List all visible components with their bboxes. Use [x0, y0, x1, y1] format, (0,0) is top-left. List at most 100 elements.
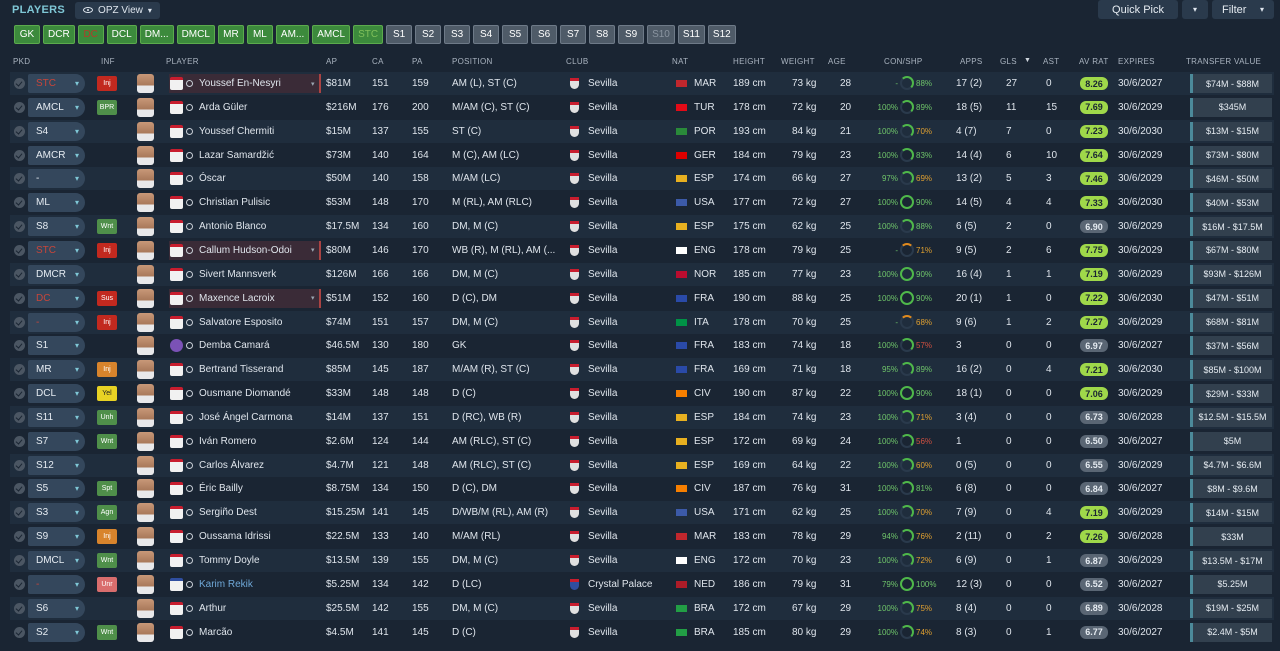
avatar[interactable]	[137, 574, 154, 594]
col-inf[interactable]: INF	[101, 57, 115, 66]
position-tab[interactable]: S3	[444, 25, 471, 44]
club-name[interactable]: Sevilla	[588, 364, 618, 376]
chevron-down-icon[interactable]: ▾	[311, 295, 315, 303]
club-name[interactable]: Sevilla	[588, 173, 618, 185]
player-name[interactable]: Salvatore Esposito	[199, 316, 283, 328]
avatar[interactable]	[137, 551, 154, 570]
club-name[interactable]: Sevilla	[588, 101, 618, 113]
table-row[interactable]: S1 ▾ Demba Camará $46.5M 130 180 GK Sevilla FRA 1…	[10, 334, 1274, 358]
club-name[interactable]: Crystal Palace	[588, 578, 653, 590]
pick-checkbox[interactable]	[14, 149, 25, 161]
pkd-selector[interactable]: DCL ▾	[28, 384, 85, 404]
col-conshp[interactable]: CON/SHP	[884, 57, 923, 66]
table-row[interactable]: S11 ▾ Unh José Ángel Carmona $14M 137 151 D (RC…	[10, 405, 1274, 429]
pkd-selector[interactable]: ML ▾	[28, 193, 85, 213]
col-pa[interactable]: PA	[412, 57, 423, 66]
club-name[interactable]: Sevilla	[588, 197, 618, 209]
avatar[interactable]	[137, 431, 154, 451]
player-name[interactable]: Karim Rekik	[199, 578, 253, 590]
pick-checkbox[interactable]	[14, 483, 25, 495]
col-transfer-value[interactable]: TRANSFER VALUE	[1186, 57, 1262, 66]
avatar[interactable]	[137, 121, 154, 141]
pick-checkbox[interactable]	[14, 388, 25, 400]
pkd-selector[interactable]: S12 ▾	[28, 455, 85, 475]
pick-checkbox[interactable]	[14, 101, 25, 113]
position-tab[interactable]: STC	[353, 25, 384, 44]
table-row[interactable]: DC ▾ Sus Maxence Lacroix ▾ $51M 152 160 D (C), D…	[10, 286, 1274, 310]
avatar[interactable]	[137, 288, 154, 308]
pick-checkbox[interactable]	[14, 435, 25, 447]
position-tab[interactable]: S1	[386, 25, 413, 44]
table-row[interactable]: S2 ▾ Wnt Marcão $4.5M 141 145 D (C) Sevilla BRA 18…	[10, 620, 1274, 644]
player-name[interactable]: Tommy Doyle	[199, 555, 260, 566]
status-badge[interactable]: Wnt	[97, 433, 117, 449]
player-name[interactable]: Iván Romero	[199, 435, 257, 447]
club-name[interactable]: Sevilla	[588, 507, 618, 519]
pkd-selector[interactable]: DMCR ▾	[28, 264, 85, 284]
status-badge[interactable]: BPR	[97, 99, 117, 115]
table-row[interactable]: MR ▾ Inj Bertrand Tisserand $85M 145 187 M/AM (…	[10, 358, 1274, 382]
table-row[interactable]: S7 ▾ Wnt Iván Romero $2.6M 124 144 AM (RLC), ST…	[10, 429, 1274, 453]
player-name[interactable]: Sergiño Dest	[199, 507, 257, 519]
pkd-selector[interactable]: - ▾	[28, 312, 85, 332]
pick-checkbox[interactable]	[14, 411, 25, 423]
col-ca[interactable]: CA	[372, 57, 384, 66]
position-tab[interactable]: GK	[14, 25, 40, 44]
player-name[interactable]: Christian Pulisic	[199, 197, 271, 209]
player-name[interactable]: Oussama Idrissi	[199, 531, 271, 543]
col-nat[interactable]: NAT	[672, 57, 689, 66]
pkd-selector[interactable]: S2 ▾	[28, 622, 85, 642]
pick-checkbox[interactable]	[14, 316, 25, 328]
view-selector[interactable]: OPZ View ▾	[75, 1, 160, 19]
player-name[interactable]: Ousmane Diomandé	[199, 388, 291, 400]
col-age[interactable]: AGE	[828, 57, 846, 66]
player-name[interactable]: Youssef Chermiti	[199, 125, 275, 137]
avatar[interactable]	[137, 598, 154, 618]
avatar[interactable]	[137, 503, 154, 523]
avatar[interactable]	[137, 74, 154, 93]
col-gls[interactable]: GLS	[1000, 57, 1017, 66]
pick-checkbox[interactable]	[14, 197, 25, 209]
table-row[interactable]: DMCL ▾ Wnt Tommy Doyle $13.5M 139 155 DM, M (C)…	[10, 549, 1274, 572]
pick-checkbox[interactable]	[14, 292, 25, 304]
position-tab[interactable]: ML	[246, 25, 273, 44]
avatar[interactable]	[137, 455, 154, 475]
avatar[interactable]	[137, 264, 154, 284]
player-name[interactable]: Óscar	[199, 173, 226, 185]
pkd-selector[interactable]: S11 ▾	[28, 407, 85, 427]
table-row[interactable]: STC ▾ Inj Youssef En-Nesyri ▾ $81M 151 159 AM (L…	[10, 72, 1274, 95]
position-tab[interactable]: S12	[707, 25, 736, 44]
table-row[interactable]: STC ▾ Inj Callum Hudson-Odoi ▾ $80M 146 170 WB (…	[10, 238, 1274, 262]
col-player[interactable]: PLAYER	[166, 57, 199, 66]
club-name[interactable]: Sevilla	[588, 411, 618, 423]
filter-button[interactable]: Filter ▾	[1212, 0, 1274, 19]
player-name[interactable]: Youssef En-Nesyri	[199, 78, 281, 89]
table-row[interactable]: S4 ▾ Youssef Chermiti $15M 137 155 ST (C) Sevil…	[10, 119, 1274, 143]
status-badge[interactable]: Inj	[97, 314, 117, 330]
status-badge[interactable]: Wnt	[97, 219, 117, 235]
position-tab[interactable]: DM...	[139, 25, 174, 44]
status-badge[interactable]: Spt	[97, 481, 117, 497]
club-name[interactable]: Sevilla	[588, 602, 618, 614]
club-name[interactable]: Sevilla	[588, 221, 618, 233]
club-name[interactable]: Sevilla	[588, 244, 618, 256]
pkd-selector[interactable]: STC ▾	[28, 240, 85, 260]
pkd-selector[interactable]: MR ▾	[28, 360, 85, 380]
col-expires[interactable]: EXPIRES	[1118, 57, 1155, 66]
avatar[interactable]	[137, 145, 154, 165]
pick-checkbox[interactable]	[14, 555, 25, 566]
status-badge[interactable]: Inj	[97, 242, 117, 258]
status-badge[interactable]: Wnt	[97, 553, 117, 568]
position-tab[interactable]: MR	[217, 25, 244, 44]
table-row[interactable]: ML ▾ Christian Pulisic $53M 148 170 M (RL), AM…	[10, 191, 1274, 215]
club-name[interactable]: Sevilla	[588, 316, 618, 328]
pkd-selector[interactable]: AMCL ▾	[28, 97, 85, 117]
quick-pick-dropdown[interactable]: ▾	[1182, 0, 1208, 19]
position-tab[interactable]: DC	[77, 25, 104, 44]
position-tab[interactable]: S10	[647, 25, 675, 44]
col-weight[interactable]: WEIGHT	[781, 57, 815, 66]
status-badge[interactable]: Wnt	[97, 624, 117, 640]
pick-checkbox[interactable]	[14, 221, 25, 233]
pick-checkbox[interactable]	[14, 364, 25, 376]
col-club[interactable]: CLUB	[566, 57, 589, 66]
